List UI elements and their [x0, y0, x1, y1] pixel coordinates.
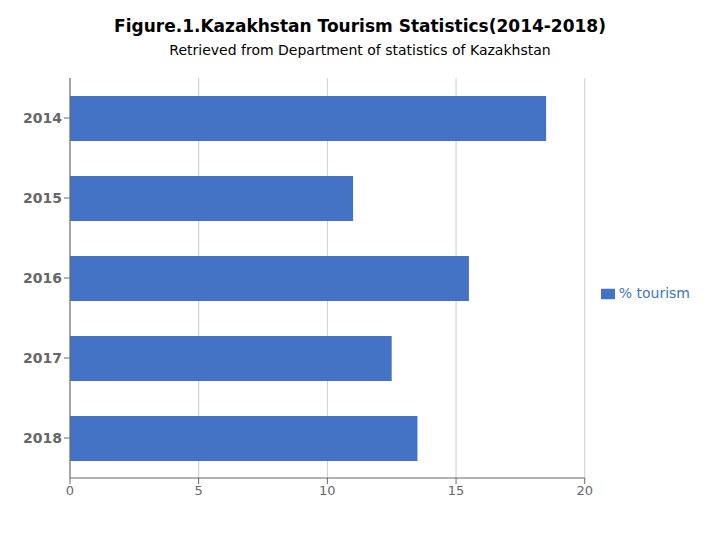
html-text:% tourism: % tourism — [618, 285, 690, 301]
svg-text:2014: 2014 — [23, 110, 62, 126]
svg-text:2015: 2015 — [23, 190, 62, 206]
svg-text:15: 15 — [448, 483, 465, 498]
svg-text:5: 5 — [195, 483, 203, 498]
html-text:Retrieved from Department of s: Retrieved from Department of statistics … — [169, 42, 551, 58]
svg-text:2016: 2016 — [23, 270, 62, 286]
html-text:Figure.1.Kazakhstan Tourism St: Figure.1.Kazakhstan Tourism Statistics(2… — [114, 16, 606, 36]
svg-text:2017: 2017 — [23, 350, 62, 366]
svg-text:2018: 2018 — [23, 430, 62, 446]
svg-text:0: 0 — [66, 483, 74, 498]
svg-text:10: 10 — [319, 483, 336, 498]
svg-text:20: 20 — [576, 483, 593, 498]
